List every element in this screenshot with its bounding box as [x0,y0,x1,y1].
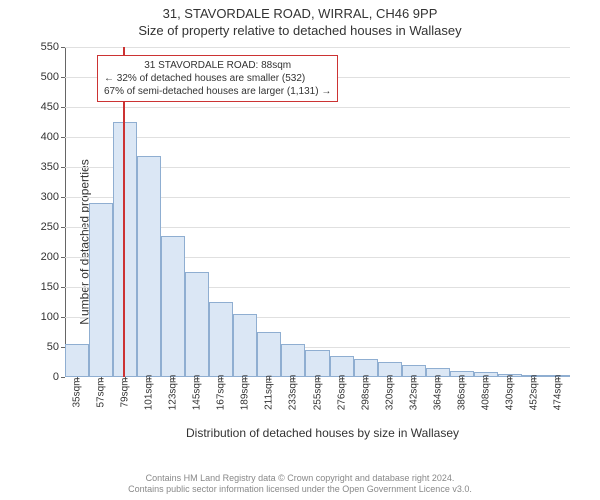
histogram-bar [185,272,209,377]
footer-attribution: Contains HM Land Registry data © Crown c… [0,473,600,496]
ytick-mark [61,167,65,168]
histogram-bar [137,156,161,377]
ytick-mark [61,137,65,138]
title-sub: Size of property relative to detached ho… [0,21,600,38]
ytick-mark [61,77,65,78]
histogram-bar [281,344,305,377]
xtick-label: 430sqm [504,375,515,411]
xtick-label: 342sqm [408,375,419,411]
annotation-line-2: ← 32% of detached houses are smaller (53… [104,72,331,85]
histogram-bar [305,350,329,377]
ytick-mark [61,257,65,258]
xtick-label: 298sqm [360,375,371,411]
ytick-label: 550 [41,41,59,53]
xtick-label: 233sqm [288,375,299,411]
xtick-label: 320sqm [384,375,395,411]
xtick-label: 189sqm [240,375,251,411]
footer-line-1: Contains HM Land Registry data © Crown c… [0,473,600,485]
histogram-bar [65,344,89,377]
gridline [65,47,570,48]
histogram-bar [209,302,233,377]
ytick-label: 200 [41,251,59,263]
x-axis-label: Distribution of detached houses by size … [65,426,580,440]
ytick-mark [61,377,65,378]
xtick-label: 167sqm [216,375,227,411]
xtick-label: 255sqm [312,375,323,411]
xtick-label: 474sqm [552,375,563,411]
histogram-bar [113,122,137,377]
ytick-label: 300 [41,191,59,203]
chart-area: Number of detached properties 0501001502… [0,42,600,442]
histogram-bar [257,332,281,377]
plot-area: 05010015020025030035040045050055035sqm57… [65,47,570,377]
annotation-box: 31 STAVORDALE ROAD: 88sqm← 32% of detach… [97,55,338,102]
ytick-label: 350 [41,161,59,173]
y-axis-line [65,47,66,377]
ytick-label: 500 [41,71,59,83]
xtick-label: 35sqm [72,377,83,407]
ytick-label: 150 [41,281,59,293]
ytick-label: 100 [41,311,59,323]
ytick-label: 0 [53,371,59,383]
xtick-label: 452sqm [528,375,539,411]
ytick-label: 250 [41,221,59,233]
ytick-mark [61,287,65,288]
xtick-label: 211sqm [264,375,275,410]
xtick-label: 276sqm [336,375,347,411]
histogram-bar [161,236,185,377]
title-main: 31, STAVORDALE ROAD, WIRRAL, CH46 9PP [0,0,600,21]
xtick-label: 57sqm [96,377,107,407]
ytick-mark [61,197,65,198]
xtick-label: 408sqm [480,375,491,411]
xtick-label: 123sqm [168,375,179,411]
xtick-label: 145sqm [192,375,203,411]
ytick-mark [61,107,65,108]
xtick-label: 364sqm [432,375,443,411]
annotation-line-1: 31 STAVORDALE ROAD: 88sqm [104,59,331,72]
xtick-label: 79sqm [120,377,131,407]
annotation-line-3: 67% of semi-detached houses are larger (… [104,85,331,98]
xtick-label: 386sqm [456,375,467,411]
footer-line-2: Contains public sector information licen… [0,484,600,496]
histogram-bar [89,203,113,377]
xtick-label: 101sqm [144,375,155,411]
ytick-mark [61,47,65,48]
gridline [65,137,570,138]
gridline [65,107,570,108]
ytick-label: 400 [41,131,59,143]
histogram-bar [233,314,257,377]
ytick-label: 50 [47,341,59,353]
ytick-label: 450 [41,101,59,113]
ytick-mark [61,227,65,228]
ytick-mark [61,317,65,318]
